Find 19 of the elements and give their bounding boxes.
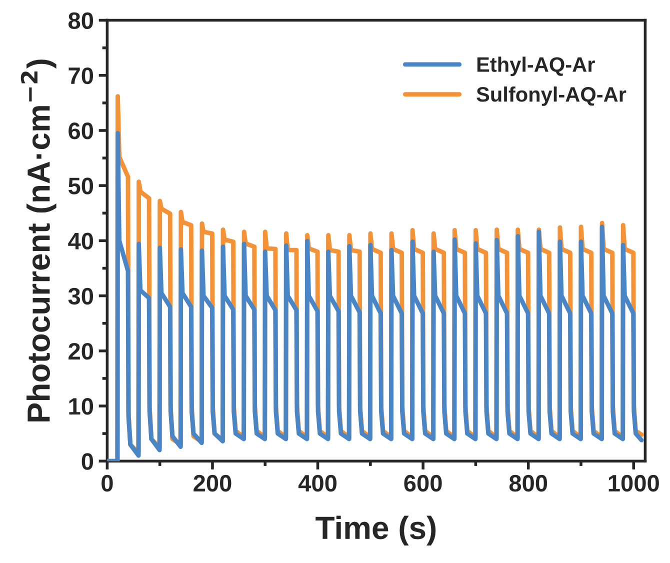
- y-tick-label: 30: [68, 288, 94, 305]
- y-tick-label: 80: [68, 12, 94, 30]
- x-tick-label: 0: [102, 474, 113, 492]
- x-tick-label: 600: [404, 474, 442, 492]
- x-tick-label: 200: [194, 474, 232, 492]
- legend-label: Ethyl-AQ-Ar: [477, 56, 595, 76]
- y-axis-title: Photocurrent (nA·cm$^{−2}$): [20, 60, 56, 422]
- x-tick-label: 800: [509, 474, 548, 492]
- y-tick-label: 40: [68, 232, 94, 250]
- legend-label: Sulfonyl-AQ-Ar: [476, 86, 626, 106]
- y-tick-label: 20: [68, 342, 94, 360]
- y-tick-label: 0: [82, 453, 94, 470]
- x-axis-title: Time (s): [316, 516, 436, 546]
- y-tick-label: 70: [68, 67, 94, 84]
- x-tick-label: 1000: [608, 474, 659, 492]
- y-tick-label: 60: [68, 122, 94, 140]
- y-tick-label: 50: [68, 178, 94, 194]
- y-tick-label: 10: [69, 398, 94, 415]
- x-tick-label: 400: [298, 474, 337, 492]
